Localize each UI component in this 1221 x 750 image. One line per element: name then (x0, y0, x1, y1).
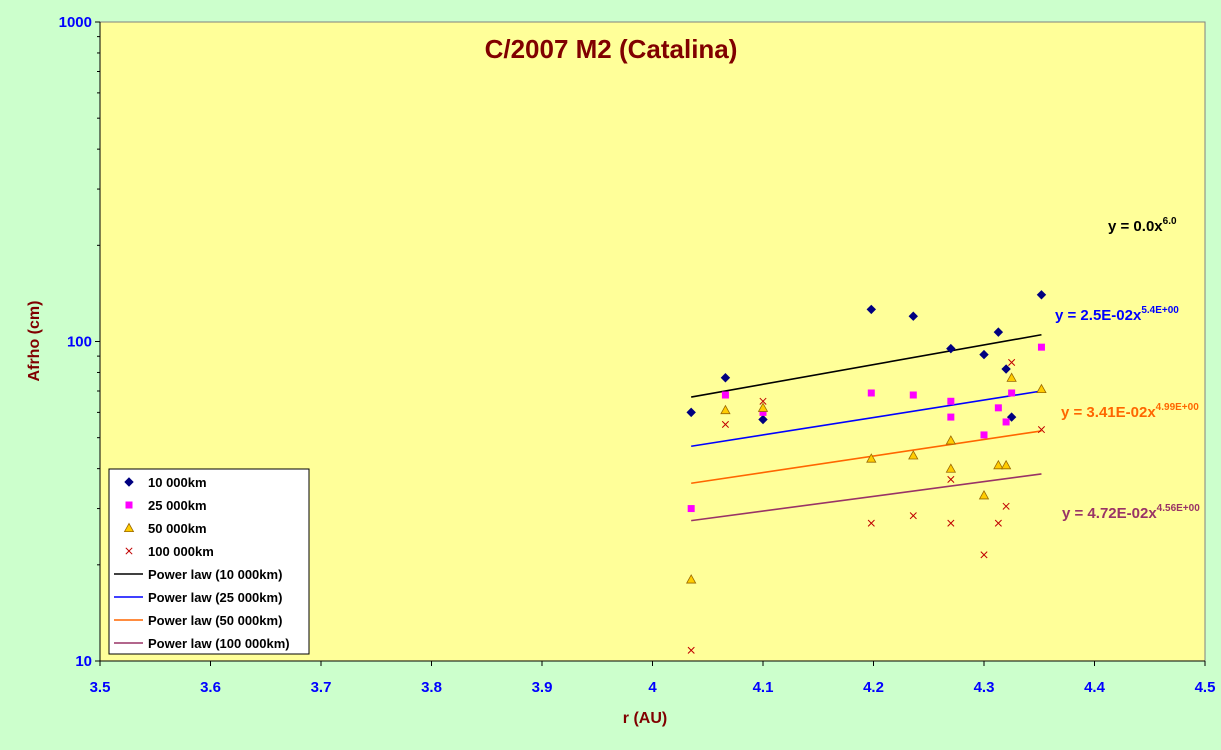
triangle-point (685, 574, 697, 584)
diamond-point (993, 327, 1004, 337)
square-point (947, 413, 955, 421)
chart-title: C/2007 M2 (Catalina) (485, 34, 738, 64)
x-point (980, 551, 988, 559)
x-tick-label: 4.3 (974, 679, 995, 696)
square-point (759, 408, 767, 416)
x-point (909, 512, 917, 520)
legend-label: 100 000km (148, 544, 214, 559)
square-point (721, 391, 729, 399)
legend-label: Power law (50 000km) (148, 613, 282, 628)
square-point (947, 397, 955, 405)
triangle-point (757, 402, 769, 412)
triangle-point (123, 522, 135, 532)
square-point (994, 404, 1002, 412)
x-tick-label: 4.2 (863, 679, 884, 696)
y-tick-label: 100 (67, 334, 92, 351)
x-tick-label: 3.9 (532, 679, 553, 696)
legend-label: 10 000km (148, 475, 207, 490)
square-point (1037, 343, 1045, 351)
x-tick-label: 3.6 (200, 679, 221, 696)
diamond-point (1036, 290, 1047, 300)
x-point (1008, 358, 1016, 366)
legend-label: 25 000km (148, 498, 207, 513)
x-point (947, 519, 955, 527)
data-points (685, 290, 1047, 654)
trendline-equation: y = 4.72E-02x4.56E+00 (1062, 503, 1200, 522)
y-tick-label: 10 (75, 653, 92, 670)
triangle-point (978, 490, 990, 500)
legend-label: Power law (100 000km) (148, 636, 290, 651)
trendlines (691, 333, 1042, 522)
x-tick-label: 3.8 (421, 679, 442, 696)
square-point (1002, 418, 1010, 426)
triangle-point (945, 463, 957, 473)
square-point (909, 391, 917, 399)
trendline (691, 390, 1042, 448)
trendline-equations: y = 0.0x6.0 y = 2.5E-02x5.4E+00 y = 3.41E-… (1055, 216, 1200, 522)
diamond-point (946, 343, 956, 354)
x-point (687, 646, 695, 654)
legend-label: Power law (10 000km) (148, 567, 282, 582)
triangle-point (866, 453, 877, 463)
x-point (125, 547, 133, 555)
x-point (721, 420, 729, 429)
square-point (980, 431, 988, 439)
x-point (994, 519, 1002, 527)
x-point (947, 475, 955, 484)
trendline-equation: y = 0.0x6.0 (1108, 216, 1177, 235)
trendline (691, 473, 1042, 522)
legend: 10 000km 25 000km 50 000km 100 000km Power l… (108, 468, 310, 655)
triangle-point (1006, 372, 1017, 382)
square-point (687, 505, 695, 513)
x-tick-label: 4 (648, 679, 657, 696)
triangle-point (908, 450, 919, 460)
triangle-point (993, 459, 1004, 470)
x-point (1037, 426, 1046, 434)
x-tick-label: 4.4 (1084, 679, 1106, 696)
diamond-point (979, 349, 989, 360)
diamond-point (908, 311, 918, 321)
trendline-equation: y = 2.5E-02x5.4E+00 (1055, 305, 1179, 324)
triangle-point (945, 435, 957, 445)
legend-box (108, 468, 310, 655)
x-tick-label: 4.1 (753, 679, 774, 696)
y-axis-label: Afrho (cm) (26, 301, 43, 382)
diamond-point (686, 407, 696, 418)
square-point (125, 501, 133, 509)
x-tick-label: 4.5 (1195, 679, 1216, 696)
diamond-point (124, 477, 134, 487)
diamond-point (866, 304, 876, 315)
diamond-point (720, 373, 731, 383)
diamond-point (1006, 412, 1017, 422)
triangle-point (1000, 459, 1012, 470)
square-point (867, 389, 875, 397)
triangle-point (1036, 383, 1047, 394)
diamond-point (758, 414, 768, 425)
x-point (759, 397, 767, 405)
triangle-point (720, 404, 731, 415)
y-axis: 10 100 1000 (59, 14, 101, 670)
trendline (691, 430, 1042, 485)
diamond-point (1001, 364, 1011, 374)
x-axis-label: r (AU) (623, 710, 667, 727)
x-tick-label: 3.7 (311, 679, 332, 696)
square-point (1008, 389, 1016, 397)
x-axis: 3.5 3.6 3.7 3.8 3.9 4 4.1 4.2 4.3 4.4 4.5 (90, 660, 1216, 696)
legend-label: 50 000km (148, 521, 207, 536)
x-point (1002, 502, 1010, 510)
x-point (867, 519, 875, 527)
legend-label: Power law (25 000km) (148, 590, 282, 605)
y-tick-label: 1000 (59, 14, 92, 31)
trendline-equation: y = 3.41E-02x4.99E+00 (1061, 402, 1199, 421)
trendline (691, 333, 1042, 398)
x-tick-label: 3.5 (90, 679, 111, 696)
